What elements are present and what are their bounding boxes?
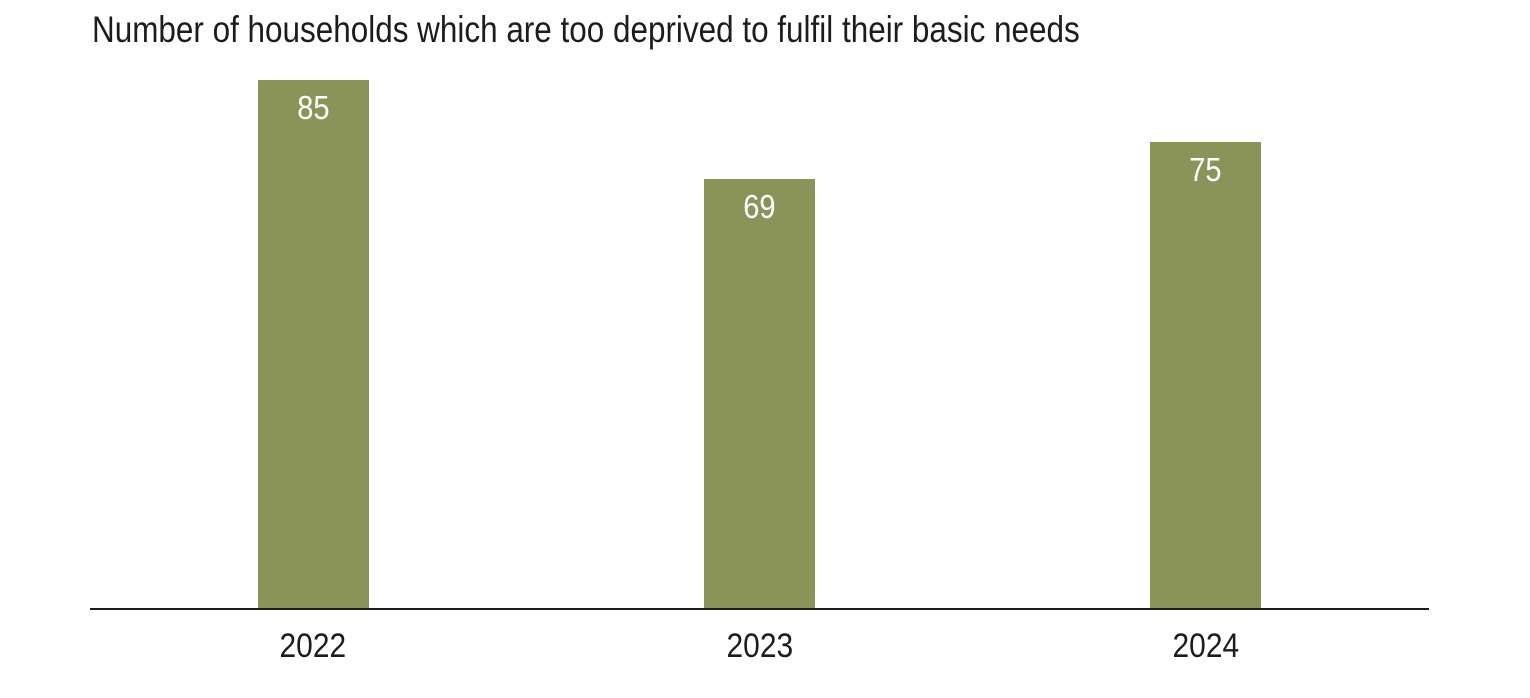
bar-slot-2022: 85 [90, 80, 536, 608]
plot-area: 85 69 75 [90, 80, 1429, 608]
x-label-slot-2023: 2023 [536, 624, 982, 668]
bar-value-label-2024: 75 [1189, 151, 1222, 189]
bar-slot-2023: 69 [536, 80, 982, 608]
bar-2023: 69 [703, 179, 815, 608]
bar-slot-2024: 75 [983, 80, 1429, 608]
x-label-slot-2022: 2022 [90, 624, 536, 668]
bar-value-label-2022: 85 [297, 89, 330, 126]
x-label-slot-2024: 2024 [983, 624, 1429, 668]
x-axis-tick-label-2024: 2024 [1172, 627, 1240, 665]
x-axis-line [90, 608, 1429, 610]
bar-2024: 75 [1150, 142, 1262, 608]
x-axis-labels: 2022 2023 2024 [90, 624, 1429, 668]
chart-title: Number of households which are too depri… [92, 9, 1080, 50]
x-axis-tick-label-2022: 2022 [279, 627, 347, 665]
bar-value-label-2023: 69 [743, 188, 776, 226]
x-axis-tick-label-2023: 2023 [726, 627, 793, 665]
bar-2022: 85 [257, 80, 369, 608]
